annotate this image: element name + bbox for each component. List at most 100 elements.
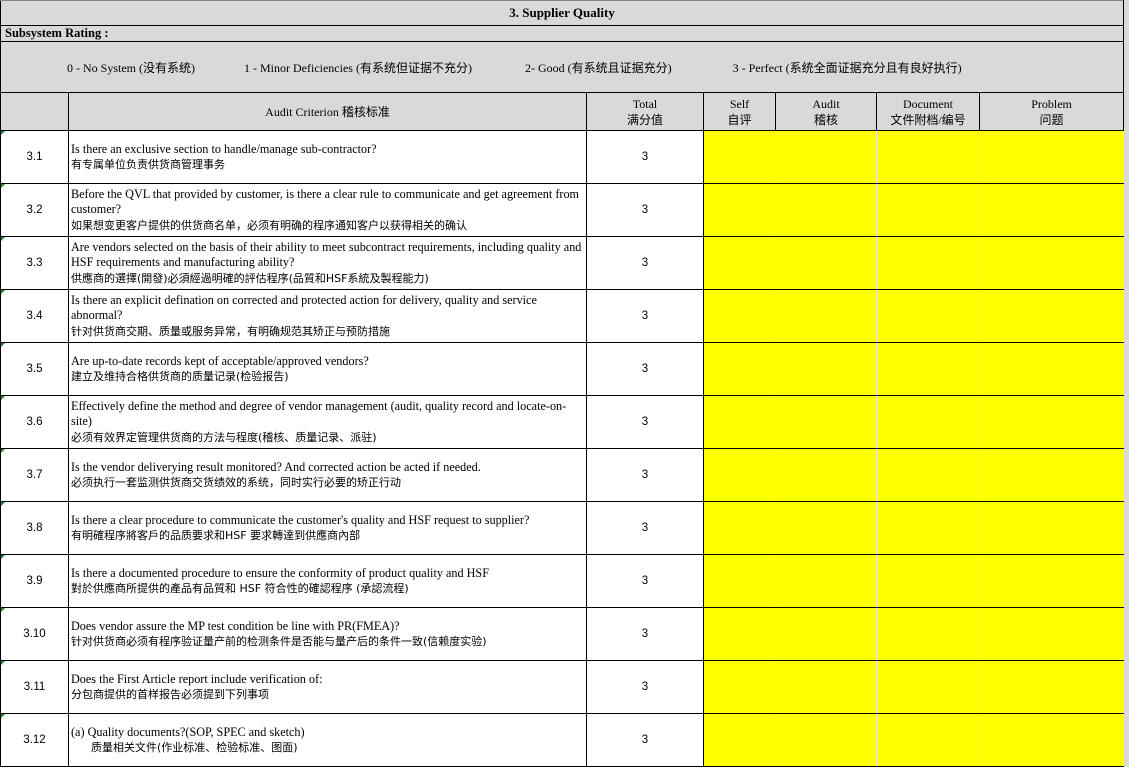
total-score[interactable]: 3 <box>586 448 704 502</box>
total-score[interactable]: 3 <box>586 607 704 661</box>
self-score-input[interactable] <box>703 501 776 555</box>
audit-score-input[interactable] <box>775 236 877 290</box>
row-number[interactable]: 3.11 <box>0 660 69 714</box>
total-score[interactable]: 3 <box>586 289 704 343</box>
audit-score-input[interactable] <box>775 130 877 184</box>
audit-score-input[interactable] <box>775 501 877 555</box>
criterion-en: Are up-to-date records kept of acceptabl… <box>71 353 369 368</box>
audit-score-input[interactable] <box>775 342 877 396</box>
criterion-cell[interactable]: Does the First Article report include ve… <box>68 660 587 714</box>
problem-input[interactable] <box>978 289 1125 343</box>
problem-input[interactable] <box>978 448 1125 502</box>
criterion-cell[interactable]: Is there an exclusive section to handle/… <box>68 130 587 184</box>
problem-input[interactable] <box>978 660 1125 714</box>
header-audit: Audit 稽核 <box>775 92 877 131</box>
audit-score-input[interactable] <box>775 183 877 237</box>
audit-score-input[interactable] <box>775 660 877 714</box>
document-input[interactable] <box>876 130 980 184</box>
total-score[interactable]: 3 <box>586 183 704 237</box>
problem-input[interactable] <box>978 554 1125 608</box>
total-score[interactable]: 3 <box>586 713 704 767</box>
problem-input[interactable] <box>978 501 1125 555</box>
problem-input[interactable] <box>978 607 1125 661</box>
document-input[interactable] <box>876 342 980 396</box>
row-number[interactable]: 3.7 <box>0 448 69 502</box>
criterion-en: Is there a documented procedure to ensur… <box>71 565 489 580</box>
header-document-en: Document <box>903 96 953 111</box>
problem-input[interactable] <box>978 183 1125 237</box>
document-input[interactable] <box>876 448 980 502</box>
self-score-input[interactable] <box>703 342 776 396</box>
criterion-cell[interactable]: (a) Quality documents?(SOP, SPEC and ske… <box>68 713 587 767</box>
problem-input[interactable] <box>978 236 1125 290</box>
self-score-input[interactable] <box>703 448 776 502</box>
self-score-input[interactable] <box>703 395 776 449</box>
header-number <box>0 92 69 131</box>
total-score[interactable]: 3 <box>586 395 704 449</box>
document-input[interactable] <box>876 289 980 343</box>
criterion-cn: 必须有效界定管理供货商的方法与程度(稽核、质量记录、派驻) <box>71 430 377 444</box>
document-input[interactable] <box>876 183 980 237</box>
row-number[interactable]: 3.4 <box>0 289 69 343</box>
total-score[interactable]: 3 <box>586 130 704 184</box>
header-audit-cn: 稽核 <box>813 112 838 127</box>
sheet-title: 3. Supplier Quality <box>0 0 1125 26</box>
row-number[interactable]: 3.5 <box>0 342 69 396</box>
audit-score-input[interactable] <box>775 554 877 608</box>
self-score-input[interactable] <box>703 660 776 714</box>
self-score-input[interactable] <box>703 713 776 767</box>
criterion-cell[interactable]: Are up-to-date records kept of acceptabl… <box>68 342 587 396</box>
header-criterion: Audit Criterion 稽核标准 <box>68 92 587 131</box>
row-number[interactable]: 3.6 <box>0 395 69 449</box>
total-score[interactable]: 3 <box>586 554 704 608</box>
self-score-input[interactable] <box>703 289 776 343</box>
criterion-cell[interactable]: Is there a clear procedure to communicat… <box>68 501 587 555</box>
self-score-input[interactable] <box>703 554 776 608</box>
document-input[interactable] <box>876 713 980 767</box>
audit-score-input[interactable] <box>775 713 877 767</box>
document-input[interactable] <box>876 501 980 555</box>
self-score-input[interactable] <box>703 607 776 661</box>
row-number[interactable]: 3.10 <box>0 607 69 661</box>
problem-input[interactable] <box>978 342 1125 396</box>
header-total-en: Total <box>632 96 658 111</box>
self-score-input[interactable] <box>703 183 776 237</box>
row-number[interactable]: 3.1 <box>0 130 69 184</box>
total-score[interactable]: 3 <box>586 342 704 396</box>
table-row: 3.10 Does vendor assure the MP test condi… <box>0 607 1125 661</box>
total-score[interactable]: 3 <box>586 236 704 290</box>
row-number[interactable]: 3.3 <box>0 236 69 290</box>
criterion-cell[interactable]: Is there an explicit defination on corre… <box>68 289 587 343</box>
criterion-cell[interactable]: Is there a documented procedure to ensur… <box>68 554 587 608</box>
header-self-en: Self <box>729 96 750 111</box>
audit-score-input[interactable] <box>775 607 877 661</box>
total-score[interactable]: 3 <box>586 501 704 555</box>
document-input[interactable] <box>876 607 980 661</box>
problem-input[interactable] <box>978 130 1125 184</box>
audit-score-input[interactable] <box>775 448 877 502</box>
problem-input[interactable] <box>978 395 1125 449</box>
row-number[interactable]: 3.12 <box>0 713 69 767</box>
problem-input[interactable] <box>978 713 1125 767</box>
criterion-cell[interactable]: Is the vendor deliverying result monitor… <box>68 448 587 502</box>
table-row: 3.2 Before the QVL that provided by custo… <box>0 183 1125 237</box>
criterion-cell[interactable]: Effectively define the method and degree… <box>68 395 587 449</box>
self-score-input[interactable] <box>703 130 776 184</box>
table-row: 3.12 (a) Quality documents?(SOP, SPEC and… <box>0 713 1125 767</box>
self-score-input[interactable] <box>703 236 776 290</box>
rating-1: 1 - Minor Deficiencies (有系统但证据不充分) <box>244 60 472 75</box>
document-input[interactable] <box>876 554 980 608</box>
total-score[interactable]: 3 <box>586 660 704 714</box>
audit-score-input[interactable] <box>775 289 877 343</box>
criterion-cell[interactable]: Before the QVL that provided by customer… <box>68 183 587 237</box>
header-self-cn: 自评 <box>727 112 752 127</box>
document-input[interactable] <box>876 660 980 714</box>
audit-score-input[interactable] <box>775 395 877 449</box>
document-input[interactable] <box>876 236 980 290</box>
criterion-cell[interactable]: Does vendor assure the MP test condition… <box>68 607 587 661</box>
row-number[interactable]: 3.8 <box>0 501 69 555</box>
row-number[interactable]: 3.9 <box>0 554 69 608</box>
row-number[interactable]: 3.2 <box>0 183 69 237</box>
document-input[interactable] <box>876 395 980 449</box>
criterion-cell[interactable]: Are vendors selected on the basis of the… <box>68 236 587 290</box>
